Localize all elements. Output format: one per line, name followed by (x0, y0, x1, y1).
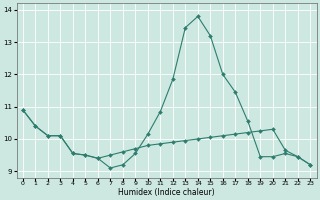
X-axis label: Humidex (Indice chaleur): Humidex (Indice chaleur) (118, 188, 215, 197)
